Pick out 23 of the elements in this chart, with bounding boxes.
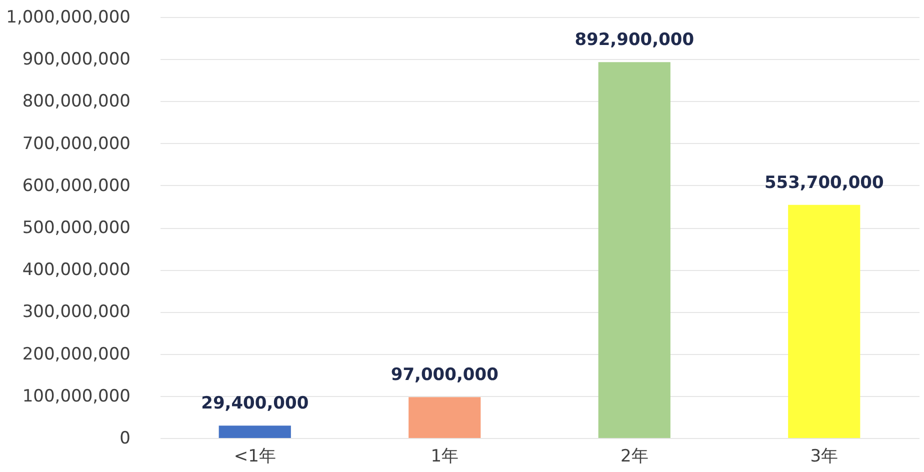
bar [218, 426, 291, 438]
y-tick-label: 300,000,000 [22, 302, 130, 322]
y-tick-label: 900,000,000 [22, 50, 130, 70]
y-tick-label: 400,000,000 [22, 260, 130, 280]
y-tick-label: 100,000,000 [22, 386, 130, 406]
bar [788, 204, 860, 438]
y-tick-label: 0 [120, 428, 130, 448]
data-label: 29,400,000 [201, 394, 309, 414]
x-tick-label: <1年 [234, 446, 276, 466]
x-tick-label: 1年 [430, 446, 459, 466]
bar [598, 62, 670, 438]
y-tick-label: 800,000,000 [22, 92, 130, 112]
y-tick-label: 600,000,000 [22, 176, 130, 196]
data-label: 553,700,000 [764, 172, 884, 193]
y-tick-label: 700,000,000 [22, 134, 130, 154]
bar [408, 397, 481, 438]
data-label: 892,900,000 [574, 30, 694, 50]
x-tick-label: 3年 [810, 446, 838, 466]
x-tick-label: 2年 [620, 446, 648, 466]
data-label: 97,000,000 [390, 365, 499, 386]
y-tick-label: 200,000,000 [22, 344, 130, 364]
y-tick-label: 1,000,000,000 [6, 8, 130, 28]
y-tick-label: 500,000,000 [22, 218, 130, 238]
